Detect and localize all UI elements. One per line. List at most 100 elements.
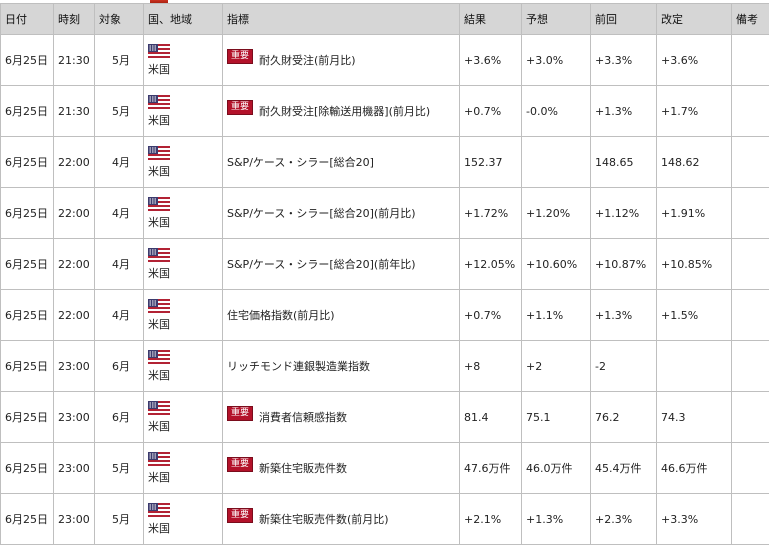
us-flag-icon [148, 94, 170, 109]
cell-time: 21:30 [53, 85, 95, 137]
cell-indicator[interactable]: S&P/ケース・シラー[総合20](前年比) [222, 238, 460, 290]
cell-indicator[interactable]: 重要 新築住宅販売件数 [222, 442, 460, 494]
cell-indicator[interactable]: S&P/ケース・シラー[総合20](前月比) [222, 187, 460, 239]
important-badge: 重要 [227, 99, 254, 115]
cell-forecast: +1.20% [521, 187, 591, 239]
important-badge: 重要 [227, 405, 254, 421]
cell-previous: +3.3% [590, 34, 657, 86]
cell-forecast: 75.1 [521, 391, 591, 443]
cell-indicator[interactable]: リッチモンド連銀製造業指数 [222, 340, 460, 392]
cell-indicator[interactable]: 重要 新築住宅販売件数(前月比) [222, 493, 460, 545]
cell-country: 米国 [143, 340, 223, 392]
country-label: 米国 [148, 419, 170, 433]
indicator-label[interactable]: 耐久財受注[除輸送用機器](前月比) [259, 105, 431, 118]
important-badge: 重要 [227, 48, 254, 64]
cell-revised: 148.62 [656, 136, 732, 188]
important-badge: 重要 [227, 456, 254, 472]
cell-time: 22:00 [53, 136, 95, 188]
cell-previous: +10.87% [590, 238, 657, 290]
cell-note [731, 340, 769, 392]
table-row: 6月25日 22:00 4月 米国 S&P/ケース・シラー[総合20](前年比) +12.… [0, 238, 769, 290]
cell-country: 米国 [143, 85, 223, 137]
cell-date: 6月25日 [0, 187, 54, 239]
us-flag-icon [148, 451, 170, 466]
cell-forecast: +3.0% [521, 34, 591, 86]
cell-indicator[interactable]: 住宅価格指数(前月比) [222, 289, 460, 341]
cell-country: 米国 [143, 289, 223, 341]
economic-calendar-table: 日付 時刻 対象 国、地域 指標 結果 予想 前回 改定 備考 6月25日 21:… [0, 3, 769, 545]
header-country: 国、地域 [143, 3, 223, 35]
header-forecast: 予想 [521, 3, 591, 35]
cell-previous: -2 [590, 340, 657, 392]
cell-date: 6月25日 [0, 391, 54, 443]
header-note: 備考 [731, 3, 769, 35]
cell-country: 米国 [143, 136, 223, 188]
cell-date: 6月25日 [0, 289, 54, 341]
cell-result: +3.6% [459, 34, 522, 86]
cell-previous: 45.4万件 [590, 442, 657, 494]
cell-forecast: +1.3% [521, 493, 591, 545]
table-row: 6月25日 22:00 4月 米国 S&P/ケース・シラー[総合20] 152.37 148… [0, 136, 769, 188]
cell-date: 6月25日 [0, 238, 54, 290]
cell-indicator[interactable]: 重要 耐久財受注(前月比) [222, 34, 460, 86]
cell-country: 米国 [143, 442, 223, 494]
cell-result: +0.7% [459, 289, 522, 341]
cell-revised: +3.3% [656, 493, 732, 545]
header-row: 日付 時刻 対象 国、地域 指標 結果 予想 前回 改定 備考 [0, 3, 769, 35]
us-flag-icon [148, 145, 170, 160]
us-flag-icon [148, 400, 170, 415]
header-date: 日付 [0, 3, 54, 35]
cell-target-month: 5月 [94, 34, 144, 86]
cell-target-month: 4月 [94, 289, 144, 341]
header-result: 結果 [459, 3, 522, 35]
cell-time: 23:00 [53, 340, 95, 392]
cell-time: 23:00 [53, 391, 95, 443]
cell-result: +0.7% [459, 85, 522, 137]
cell-revised: +1.5% [656, 289, 732, 341]
cell-indicator[interactable]: 重要 耐久財受注[除輸送用機器](前月比) [222, 85, 460, 137]
us-flag-icon [148, 196, 170, 211]
cell-forecast: -0.0% [521, 85, 591, 137]
cell-note [731, 289, 769, 341]
indicator-label[interactable]: S&P/ケース・シラー[総合20](前年比) [227, 258, 416, 271]
indicator-label[interactable]: 新築住宅販売件数 [259, 462, 348, 475]
cell-note [731, 391, 769, 443]
cell-country: 米国 [143, 493, 223, 545]
country-label: 米国 [148, 164, 170, 178]
cell-time: 21:30 [53, 34, 95, 86]
indicator-label[interactable]: 耐久財受注(前月比) [259, 54, 356, 67]
header-previous: 前回 [590, 3, 657, 35]
cell-indicator[interactable]: 重要 消費者信頼感指数 [222, 391, 460, 443]
indicator-label[interactable]: 消費者信頼感指数 [259, 411, 348, 424]
cell-target-month: 6月 [94, 340, 144, 392]
cell-note [731, 85, 769, 137]
cell-time: 23:00 [53, 493, 95, 545]
indicator-label[interactable]: 住宅価格指数(前月比) [227, 309, 335, 322]
cell-time: 22:00 [53, 289, 95, 341]
indicator-label[interactable]: リッチモンド連銀製造業指数 [227, 360, 370, 373]
table-row: 6月25日 21:30 5月 米国 重要 耐久財受注[除輸送用機器](前月比) +0.7% -… [0, 85, 769, 137]
indicator-label[interactable]: S&P/ケース・シラー[総合20] [227, 156, 374, 169]
cell-target-month: 4月 [94, 136, 144, 188]
cell-time: 22:00 [53, 238, 95, 290]
cell-result: 81.4 [459, 391, 522, 443]
cell-indicator[interactable]: S&P/ケース・シラー[総合20] [222, 136, 460, 188]
cell-previous: +1.3% [590, 289, 657, 341]
country-label: 米国 [148, 62, 170, 76]
country-label: 米国 [148, 317, 170, 331]
cell-date: 6月25日 [0, 493, 54, 545]
cell-revised: +1.91% [656, 187, 732, 239]
cell-target-month: 5月 [94, 442, 144, 494]
cell-target-month: 6月 [94, 391, 144, 443]
cell-country: 米国 [143, 238, 223, 290]
indicator-label[interactable]: S&P/ケース・シラー[総合20](前月比) [227, 207, 416, 220]
cell-country: 米国 [143, 34, 223, 86]
country-label: 米国 [148, 113, 170, 127]
cell-result: +1.72% [459, 187, 522, 239]
cell-date: 6月25日 [0, 85, 54, 137]
cell-previous: +2.3% [590, 493, 657, 545]
indicator-label[interactable]: 新築住宅販売件数(前月比) [259, 513, 389, 526]
cell-forecast: +10.60% [521, 238, 591, 290]
top-edge-icon [150, 0, 168, 3]
important-badge: 重要 [227, 507, 254, 523]
